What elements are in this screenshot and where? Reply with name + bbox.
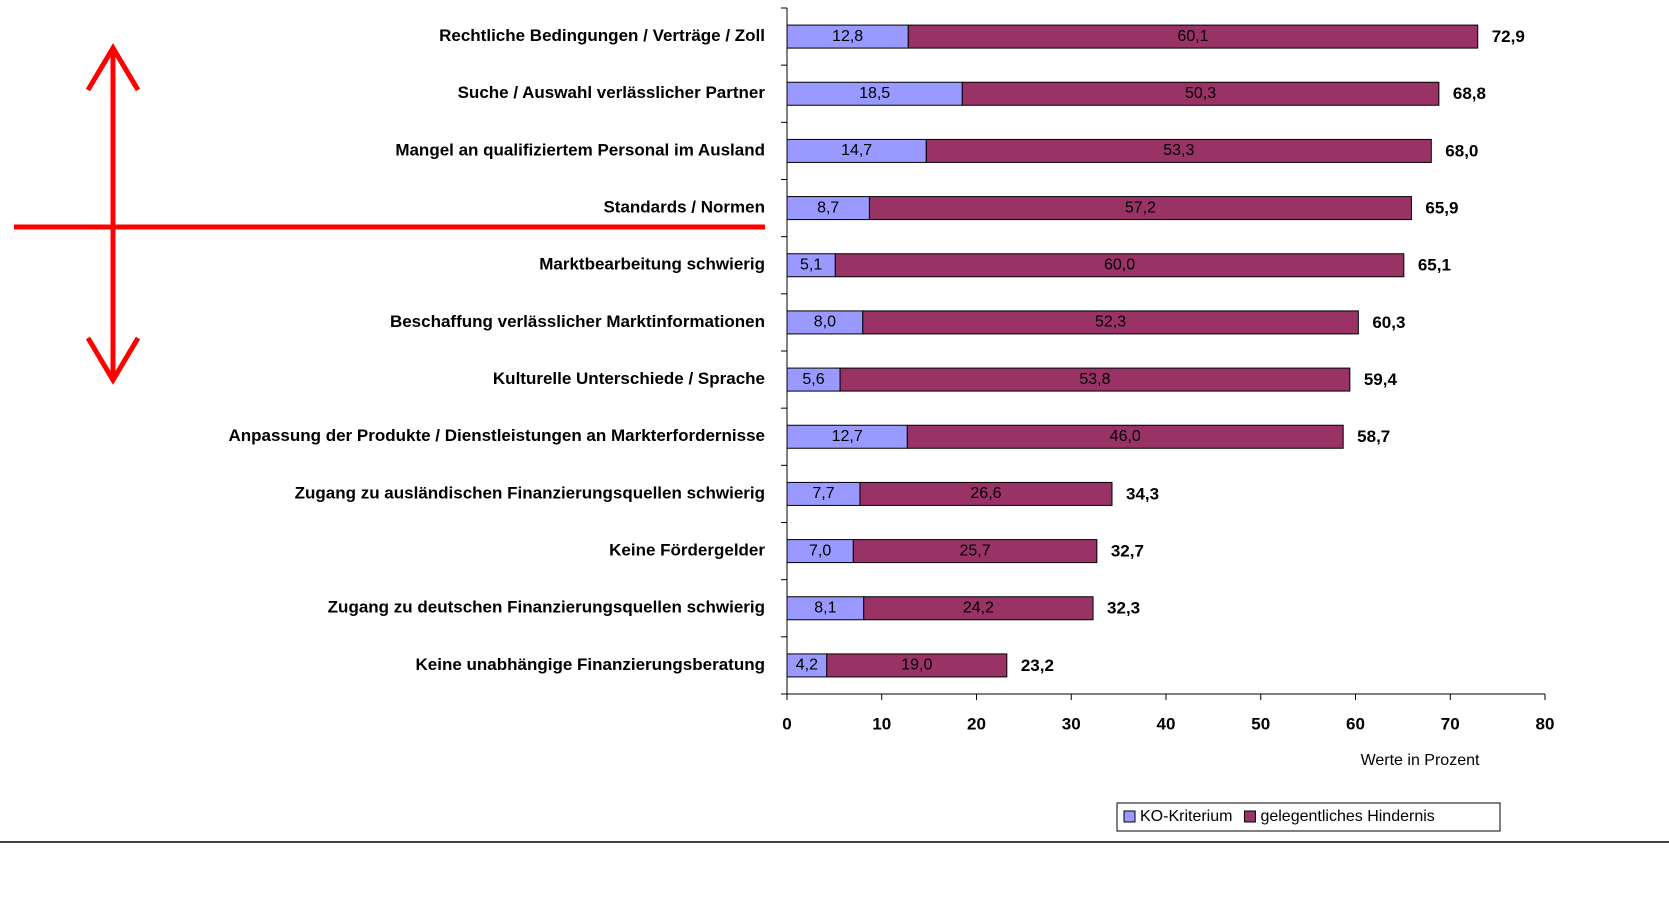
value-label: 8,0 xyxy=(814,314,836,331)
value-label: 25,7 xyxy=(960,542,991,559)
total-label: 32,7 xyxy=(1111,542,1144,561)
category-label: Keine Fördergelder xyxy=(609,541,765,560)
value-label: 7,7 xyxy=(812,485,834,502)
total-label: 72,9 xyxy=(1492,27,1525,46)
x-tick-label: 30 xyxy=(1062,714,1081,733)
bar-segment xyxy=(925,138,1432,163)
bar-segment xyxy=(862,310,1359,335)
total-label: 32,3 xyxy=(1107,599,1140,618)
value-label: 18,5 xyxy=(859,85,890,102)
value-label: 12,7 xyxy=(832,428,863,445)
category-label: Rechtliche Bedingungen / Verträge / Zoll xyxy=(439,26,765,45)
total-label: 34,3 xyxy=(1126,484,1159,503)
category-label: Beschaffung verlässlicher Marktinformati… xyxy=(390,312,765,331)
value-label: 60,0 xyxy=(1104,256,1135,273)
arrow-head xyxy=(85,43,141,92)
category-label: Anpassung der Produkte / Dienstleistunge… xyxy=(228,426,765,445)
bar-segment xyxy=(961,81,1440,106)
value-label: 7,0 xyxy=(809,542,831,559)
bar-segment xyxy=(907,24,1479,49)
legend-label: gelegentliches Hindernis xyxy=(1260,808,1434,825)
value-label: 26,6 xyxy=(970,485,1001,502)
x-tick-label: 80 xyxy=(1536,714,1555,733)
value-label: 52,3 xyxy=(1095,314,1126,331)
value-label: 53,3 xyxy=(1163,142,1194,159)
category-label: Zugang zu deutschen Finanzierungsquellen… xyxy=(328,598,765,617)
value-label: 24,2 xyxy=(963,599,994,616)
x-tick-label: 10 xyxy=(872,714,891,733)
category-label: Keine unabhängige Finanzierungsberatung xyxy=(416,655,765,674)
value-label: 8,7 xyxy=(817,199,839,216)
arrow-head xyxy=(85,336,141,385)
value-label: 8,1 xyxy=(814,599,836,616)
value-label: 5,6 xyxy=(802,371,824,388)
value-label: 57,2 xyxy=(1125,199,1156,216)
value-label: 46,0 xyxy=(1110,428,1141,445)
value-label: 50,3 xyxy=(1185,85,1216,102)
category-label: Standards / Normen xyxy=(603,198,765,217)
bar-segment xyxy=(906,424,1344,449)
legend xyxy=(1116,802,1501,832)
value-label: 4,2 xyxy=(796,657,818,674)
total-label: 68,8 xyxy=(1453,84,1486,103)
x-tick-label: 0 xyxy=(782,714,791,733)
value-label: 53,8 xyxy=(1079,371,1110,388)
bar-segment xyxy=(859,481,1113,506)
bar-segment xyxy=(826,653,1008,678)
total-label: 65,9 xyxy=(1425,199,1458,218)
category-label: Marktbearbeitung schwierig xyxy=(539,255,765,274)
total-label: 59,4 xyxy=(1364,370,1398,389)
x-tick-label: 70 xyxy=(1441,714,1460,733)
value-label: 19,0 xyxy=(901,657,932,674)
total-label: 68,0 xyxy=(1445,141,1478,160)
annotation xyxy=(14,43,765,385)
legend-swatch xyxy=(1123,810,1136,823)
category-label: Kulturelle Unterschiede / Sprache xyxy=(493,369,765,388)
value-label: 60,1 xyxy=(1177,28,1208,45)
x-tick-label: 60 xyxy=(1346,714,1365,733)
bar-segment xyxy=(868,196,1412,221)
value-label: 12,8 xyxy=(832,28,863,45)
bar-segment xyxy=(852,539,1098,564)
bar-segment xyxy=(834,253,1405,278)
x-axis-label: Werte in Prozent xyxy=(1361,752,1480,769)
value-label: 5,1 xyxy=(800,256,822,273)
total-label: 23,2 xyxy=(1021,656,1054,675)
bar-segment xyxy=(839,367,1351,392)
category-label: Mangel an qualifiziertem Personal im Aus… xyxy=(395,140,765,159)
x-tick-label: 50 xyxy=(1251,714,1270,733)
legend-swatch xyxy=(1243,810,1256,823)
value-label: 14,7 xyxy=(841,142,872,159)
category-label: Suche / Auswahl verlässlicher Partner xyxy=(458,83,766,102)
total-label: 58,7 xyxy=(1357,427,1390,446)
total-label: 60,3 xyxy=(1372,313,1405,332)
total-label: 65,1 xyxy=(1418,256,1451,275)
bar-segment xyxy=(863,596,1094,621)
legend-label: KO-Kriterium xyxy=(1140,808,1232,825)
category-label: Zugang zu ausländischen Finanzierungsque… xyxy=(295,483,765,502)
x-tick-label: 40 xyxy=(1157,714,1176,733)
x-tick-label: 20 xyxy=(967,714,986,733)
